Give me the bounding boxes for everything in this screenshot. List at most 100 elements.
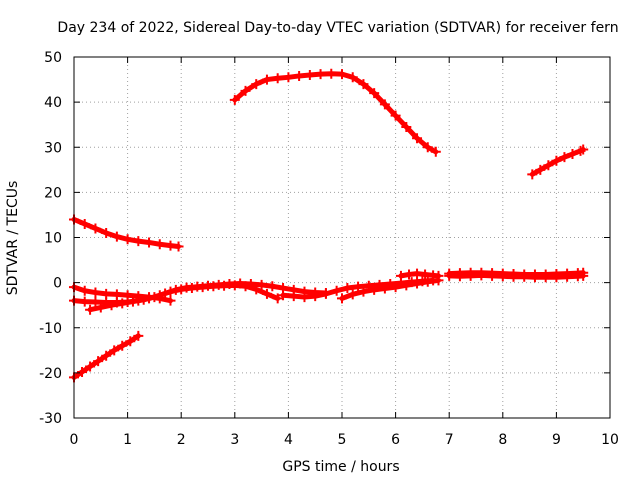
data-point	[101, 227, 112, 238]
series-track-g	[85, 278, 331, 315]
data-point	[369, 284, 380, 295]
y-tick-label: 30	[44, 140, 62, 156]
y-tick-label: -10	[39, 321, 62, 337]
grid-lines	[73, 56, 611, 419]
data-point	[288, 291, 299, 302]
data-point	[535, 164, 546, 175]
series-track-j	[395, 268, 444, 281]
data-point	[358, 286, 369, 297]
data-point	[543, 160, 554, 171]
data-point	[320, 288, 331, 299]
data-point	[79, 285, 90, 296]
data-point	[245, 278, 256, 289]
data-point	[138, 294, 149, 305]
data-point	[111, 231, 122, 242]
data-point	[272, 73, 283, 84]
data-point	[133, 236, 144, 247]
data-point	[551, 155, 562, 166]
data-point	[79, 296, 90, 307]
data-point	[369, 88, 380, 99]
data-point	[551, 269, 562, 280]
data-point	[79, 218, 90, 229]
series-track-d	[527, 144, 589, 180]
data-point	[170, 284, 181, 295]
data-series	[69, 68, 589, 383]
data-point	[310, 291, 321, 302]
data-point	[401, 280, 412, 291]
data-point	[567, 149, 578, 160]
x-tick-label: 6	[391, 432, 400, 448]
x-axis-label: GPS time / hours	[282, 459, 399, 475]
series-band	[232, 71, 439, 155]
data-point	[487, 268, 498, 279]
data-point	[149, 292, 160, 303]
data-point	[390, 110, 401, 121]
data-point	[101, 288, 112, 299]
data-point	[422, 276, 433, 287]
series-track-c	[229, 68, 441, 157]
data-point	[315, 69, 326, 80]
series-band	[339, 277, 441, 301]
data-point	[578, 144, 589, 155]
data-point	[390, 282, 401, 293]
data-point	[181, 282, 192, 293]
data-point	[454, 268, 465, 279]
x-tick-label: 0	[70, 432, 79, 448]
data-point	[358, 79, 369, 90]
data-point	[122, 234, 133, 245]
data-point	[412, 278, 423, 289]
data-point	[395, 270, 406, 281]
y-axis-label: SDTVAR / TECUs	[5, 181, 21, 296]
data-point	[165, 295, 176, 306]
data-point	[476, 267, 487, 278]
y-tick-label: 10	[44, 231, 62, 247]
data-point	[562, 268, 573, 279]
data-point	[235, 278, 246, 289]
data-point	[529, 269, 540, 280]
data-point	[203, 280, 213, 291]
data-point	[229, 94, 240, 105]
y-tick-label: -30	[39, 411, 62, 427]
data-point	[347, 289, 358, 300]
data-point	[109, 345, 120, 356]
data-point	[465, 267, 476, 278]
series-track-b	[69, 330, 144, 383]
y-tick-label: 0	[53, 276, 62, 292]
data-point	[106, 300, 117, 311]
data-point	[337, 69, 347, 80]
x-tick-label: 1	[123, 432, 132, 448]
y-tick-label: -20	[39, 366, 62, 382]
data-point	[90, 297, 101, 308]
data-point	[267, 281, 278, 292]
data-point	[240, 85, 251, 96]
data-point	[379, 99, 390, 110]
y-tick-label: 20	[44, 185, 62, 201]
data-point	[433, 270, 444, 281]
data-point	[412, 133, 423, 144]
data-point	[337, 293, 347, 304]
data-point	[497, 268, 508, 279]
data-point	[342, 283, 353, 294]
data-point	[508, 269, 519, 280]
data-point	[283, 72, 294, 83]
data-point	[261, 74, 272, 85]
data-point	[578, 267, 589, 278]
data-point	[430, 146, 441, 157]
data-point	[353, 281, 364, 292]
data-point	[294, 70, 305, 81]
data-point	[251, 79, 262, 90]
data-point	[77, 366, 88, 377]
data-point	[95, 302, 106, 313]
data-point	[401, 121, 412, 132]
data-point	[144, 237, 155, 248]
data-point	[85, 361, 96, 372]
data-point	[331, 285, 342, 296]
x-tick-label: 2	[177, 432, 186, 448]
data-point	[127, 296, 138, 307]
data-point	[559, 152, 570, 163]
series-track-h	[278, 275, 439, 303]
data-point	[160, 288, 171, 299]
y-tick-label: 40	[44, 95, 62, 111]
data-point	[444, 268, 455, 279]
x-tick-label: 9	[552, 432, 561, 448]
